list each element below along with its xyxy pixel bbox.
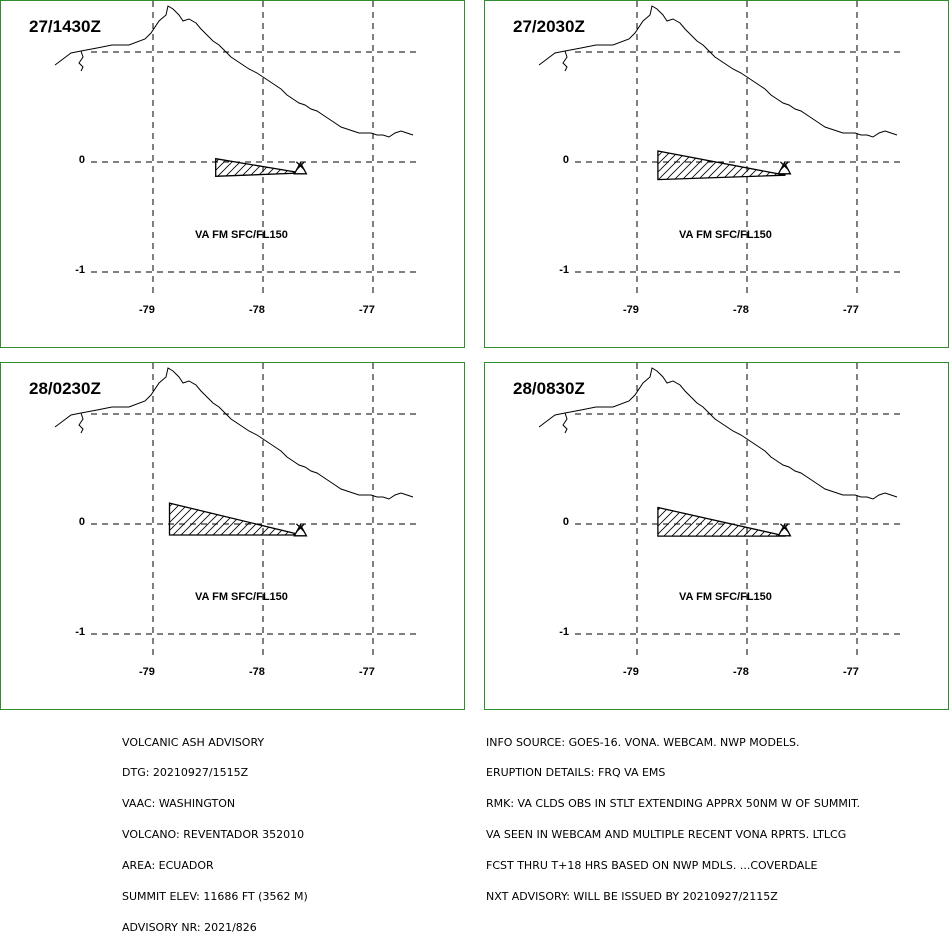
map-canvas <box>54 363 416 659</box>
ash-layer-label: VA FM SFC/FL150 <box>195 591 288 603</box>
longitude-tick-label: -79 <box>139 666 155 678</box>
map-canvas <box>54 1 416 297</box>
latitude-tick-label: 0 <box>562 154 569 166</box>
latitude-tick-label: -1 <box>559 264 569 276</box>
forecast-panel: 28/0830Z VA FM SFC/FL150 0 -1 -79 -78 -77 <box>484 362 949 710</box>
advisory-line: RMK: VA CLDS OBS IN STLT EXTENDING APPRX… <box>486 797 860 811</box>
coastline-border <box>54 367 414 500</box>
latitude-tick-label: -1 <box>559 626 569 638</box>
border-segment <box>562 412 568 434</box>
longitude-tick-label: -77 <box>359 304 375 316</box>
latitude-tick-label: 0 <box>562 516 569 528</box>
volcano-triangle-icon <box>293 523 308 537</box>
volcano-triangle-icon <box>293 161 308 175</box>
latitude-tick-label: 0 <box>78 154 85 166</box>
longitude-tick-label: -79 <box>623 304 639 316</box>
longitude-tick-label: -78 <box>733 304 749 316</box>
ash-layer-label: VA FM SFC/FL150 <box>679 591 772 603</box>
forecast-panel: 28/0230Z VA FM SFC/FL150 0 -1 -79 -78 -77 <box>0 362 465 710</box>
longitude-tick-label: -79 <box>139 304 155 316</box>
longitude-tick-label: -78 <box>733 666 749 678</box>
ash-layer-label: VA FM SFC/FL150 <box>679 229 772 241</box>
latitude-tick-label: -1 <box>75 264 85 276</box>
volcano-triangle-icon <box>777 523 792 537</box>
advisory-line: DTG: 20210927/1515Z <box>122 766 249 780</box>
latitude-tick-label: 0 <box>78 516 85 528</box>
border-segment <box>562 50 568 72</box>
volcano-x-icon <box>779 161 789 171</box>
ash-cloud-polygon <box>215 157 302 177</box>
volcano-x-icon <box>779 523 789 533</box>
advisory-line: VA SEEN IN WEBCAM AND MULTIPLE RECENT VO… <box>486 828 847 842</box>
panel-time-label: 28/0830Z <box>513 379 585 398</box>
panel-time-label: 28/0230Z <box>29 379 101 398</box>
longitude-tick-label: -77 <box>843 666 859 678</box>
border-segment <box>78 50 84 72</box>
coastline-border <box>54 5 414 138</box>
advisory-line: FCST THRU T+18 HRS BASED ON NWP MDLS. ..… <box>486 859 818 873</box>
longitude-tick-label: -78 <box>249 666 265 678</box>
advisory-line: ERUPTION DETAILS: FRQ VA EMS <box>486 766 666 780</box>
advisory-line: VOLCANO: REVENTADOR 352010 <box>122 828 305 842</box>
border-segment <box>78 412 84 434</box>
advisory-line: SUMMIT ELEV: 11686 FT (3562 M) <box>122 890 308 904</box>
advisory-line: ADVISORY NR: 2021/826 <box>122 920 257 934</box>
latitude-tick-label: -1 <box>75 626 85 638</box>
longitude-tick-label: -77 <box>359 666 375 678</box>
advisory-line: VOLCANIC ASH ADVISORY <box>122 735 265 749</box>
longitude-tick-label: -78 <box>249 304 265 316</box>
map-canvas <box>538 363 900 659</box>
map-canvas <box>538 1 900 297</box>
ash-layer-label: VA FM SFC/FL150 <box>195 229 288 241</box>
volcano-x-icon <box>295 523 305 533</box>
advisory-line: INFO SOURCE: GOES-16. VONA. WEBCAM. NWP … <box>486 735 800 749</box>
advisory-line: NXT ADVISORY: WILL BE ISSUED BY 20210927… <box>486 890 778 904</box>
coastline-border <box>538 367 898 500</box>
longitude-tick-label: -77 <box>843 304 859 316</box>
advisory-line: AREA: ECUADOR <box>122 859 214 873</box>
advisory-info-left: VOLCANIC ASH ADVISORY DTG: 20210927/1515… <box>122 717 308 944</box>
panel-time-label: 27/1430Z <box>29 17 101 36</box>
volcano-triangle-icon <box>777 161 792 175</box>
ash-cloud-polygon <box>657 506 786 537</box>
panel-time-label: 27/2030Z <box>513 17 585 36</box>
forecast-panel: 27/2030Z VA FM SFC/FL150 0 -1 -79 -78 -77 <box>484 0 949 348</box>
ash-cloud-polygon <box>168 502 302 536</box>
advisory-line: VAAC: WASHINGTON <box>122 797 236 811</box>
ash-cloud-polygon <box>657 150 786 181</box>
volcano-x-icon <box>295 161 305 171</box>
longitude-tick-label: -79 <box>623 666 639 678</box>
advisory-info-right: INFO SOURCE: GOES-16. VONA. WEBCAM. NWP … <box>486 717 860 913</box>
coastline-border <box>538 5 898 138</box>
forecast-panel: 27/1430Z VA FM SFC/FL150 0 -1 -79 -78 -77 <box>0 0 465 348</box>
